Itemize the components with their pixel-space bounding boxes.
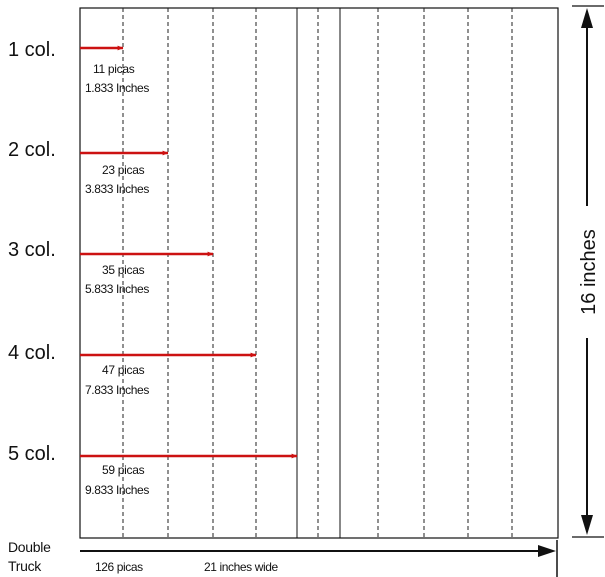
picas-label: 35 picas: [102, 263, 145, 277]
column-label: 4 col.: [8, 342, 56, 364]
double-truck: Double Truck 126 picas 21 inches wide: [8, 539, 557, 577]
column-row-2: 2 col. 23 picas 3.833 Inches: [8, 139, 168, 196]
column-row-3: 3 col. 35 picas 5.833 Inches: [8, 239, 213, 296]
height-bottom-arrowhead: [581, 515, 593, 535]
column-label: 1 col.: [8, 39, 56, 61]
picas-label: 47 picas: [102, 363, 145, 377]
picas-label: 11 picas: [93, 62, 135, 76]
column-label: 5 col.: [8, 443, 56, 465]
double-truck-picas: 126 picas: [95, 560, 143, 574]
column-label: 3 col.: [8, 239, 56, 261]
picas-label: 59 picas: [102, 463, 145, 477]
double-truck-label-line1: Double: [8, 539, 51, 555]
inches-label: 9.833 Inches: [85, 483, 149, 497]
column-row-1: 1 col. 11 picas 1.833 Inches: [8, 39, 149, 95]
column-row-4: 4 col. 47 picas 7.833 Inches: [8, 342, 256, 397]
column-label: 2 col.: [8, 139, 56, 161]
height-top-arrowhead: [581, 8, 593, 28]
inches-label: 3.833 Inches: [85, 182, 149, 196]
inches-label: 5.833 Inches: [85, 282, 149, 296]
height-label: 16 inches: [578, 229, 600, 315]
column-guides: [123, 8, 512, 538]
double-truck-arrowhead: [538, 545, 556, 557]
double-truck-width: 21 inches wide: [204, 560, 279, 574]
double-truck-label-line2: Truck: [8, 558, 42, 574]
height-dimension: 16 inches: [572, 6, 604, 537]
inches-label: 1.833 Inches: [85, 81, 149, 95]
picas-label: 23 picas: [102, 163, 145, 177]
column-row-5: 5 col. 59 picas 9.833 Inches: [8, 443, 297, 497]
inches-label: 7.833 Inches: [85, 383, 149, 397]
page-frame: [80, 8, 558, 538]
